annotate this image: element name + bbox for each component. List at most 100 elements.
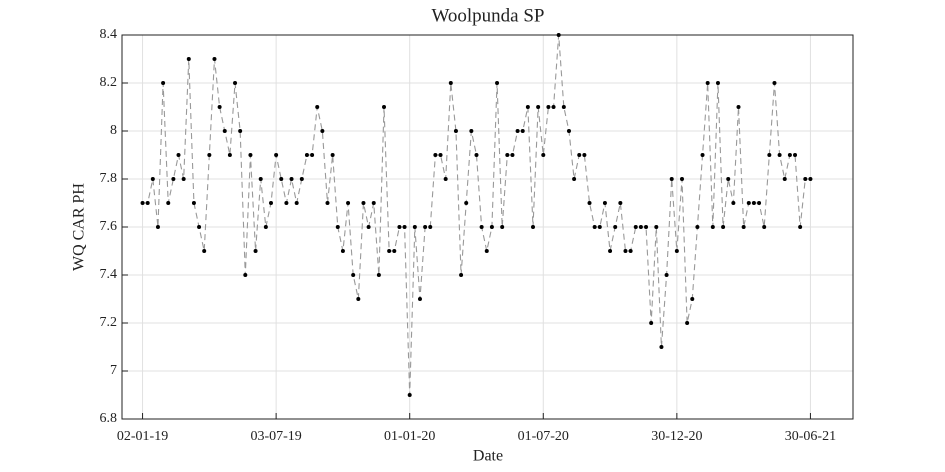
data-point (541, 153, 546, 157)
y-tick-label: 7 (110, 363, 117, 378)
data-point (484, 249, 489, 253)
data-point (197, 225, 202, 229)
data-point (659, 345, 664, 349)
data-point (757, 201, 762, 205)
data-point (566, 129, 571, 133)
data-point (674, 249, 679, 253)
data-point (602, 201, 607, 205)
data-point (695, 225, 700, 229)
data-point (464, 201, 469, 205)
data-point (577, 153, 582, 157)
data-point (346, 201, 351, 205)
data-point (433, 153, 438, 157)
data-point (176, 153, 181, 157)
data-point (340, 249, 345, 253)
data-point (412, 225, 417, 229)
data-point (315, 105, 320, 109)
data-point (166, 201, 171, 205)
data-point (556, 33, 561, 37)
data-point (397, 225, 402, 229)
data-point (500, 225, 505, 229)
data-point (171, 177, 176, 181)
data-point (310, 153, 315, 157)
data-point (731, 201, 736, 205)
data-point (705, 81, 710, 85)
data-point (202, 249, 207, 253)
data-point (227, 153, 232, 157)
data-point (274, 153, 279, 157)
data-point (798, 225, 803, 229)
data-point (726, 177, 731, 181)
data-point (525, 105, 530, 109)
data-point (459, 273, 464, 277)
data-point (587, 201, 592, 205)
x-tick-label: 30-12-20 (651, 429, 702, 444)
data-point (428, 225, 433, 229)
data-point (448, 81, 453, 85)
data-point (387, 249, 392, 253)
data-point (777, 153, 782, 157)
data-point (417, 297, 422, 301)
data-point (222, 129, 227, 133)
data-point (715, 81, 720, 85)
data-point (268, 201, 273, 205)
data-point (623, 249, 628, 253)
data-point (489, 225, 494, 229)
data-point (772, 81, 777, 85)
data-point (263, 225, 268, 229)
data-point (443, 177, 448, 181)
data-point (150, 177, 155, 181)
data-point (402, 225, 407, 229)
data-point (679, 177, 684, 181)
data-point (392, 249, 397, 253)
data-point (191, 201, 196, 205)
data-point (335, 225, 340, 229)
data-point (690, 297, 695, 301)
x-tick-label: 30-06-21 (785, 429, 836, 444)
data-point (140, 201, 145, 205)
data-point (356, 297, 361, 301)
data-point (438, 153, 443, 157)
data-point (628, 249, 633, 253)
data-point (376, 273, 381, 277)
y-axis-label: WQ CAR PH (71, 183, 88, 271)
data-point (592, 225, 597, 229)
data-point (217, 105, 222, 109)
data-point (582, 153, 587, 157)
data-point (479, 225, 484, 229)
data-point (371, 201, 376, 205)
data-point (351, 273, 356, 277)
data-point (572, 177, 577, 181)
data-point (654, 225, 659, 229)
data-point (531, 225, 536, 229)
data-point (613, 225, 618, 229)
data-point (243, 273, 248, 277)
data-point (258, 177, 263, 181)
y-tick-label: 8 (110, 123, 117, 138)
data-point (505, 153, 510, 157)
data-point (700, 153, 705, 157)
data-point (536, 105, 541, 109)
data-point (597, 225, 602, 229)
data-point (366, 225, 371, 229)
data-point (474, 153, 479, 157)
x-tick-label: 01-07-20 (518, 429, 569, 444)
data-point (320, 129, 325, 133)
data-point (808, 177, 813, 181)
data-point (279, 177, 284, 181)
data-point (767, 153, 772, 157)
data-point (145, 201, 150, 205)
data-point (382, 105, 387, 109)
data-point (238, 129, 243, 133)
data-point (736, 105, 741, 109)
data-point (649, 321, 654, 325)
data-point (741, 225, 746, 229)
data-point (746, 201, 751, 205)
data-point (520, 129, 525, 133)
data-point (253, 249, 258, 253)
data-point (782, 177, 787, 181)
data-point (469, 129, 474, 133)
x-tick-label: 01-01-20 (384, 429, 435, 444)
data-point (207, 153, 212, 157)
